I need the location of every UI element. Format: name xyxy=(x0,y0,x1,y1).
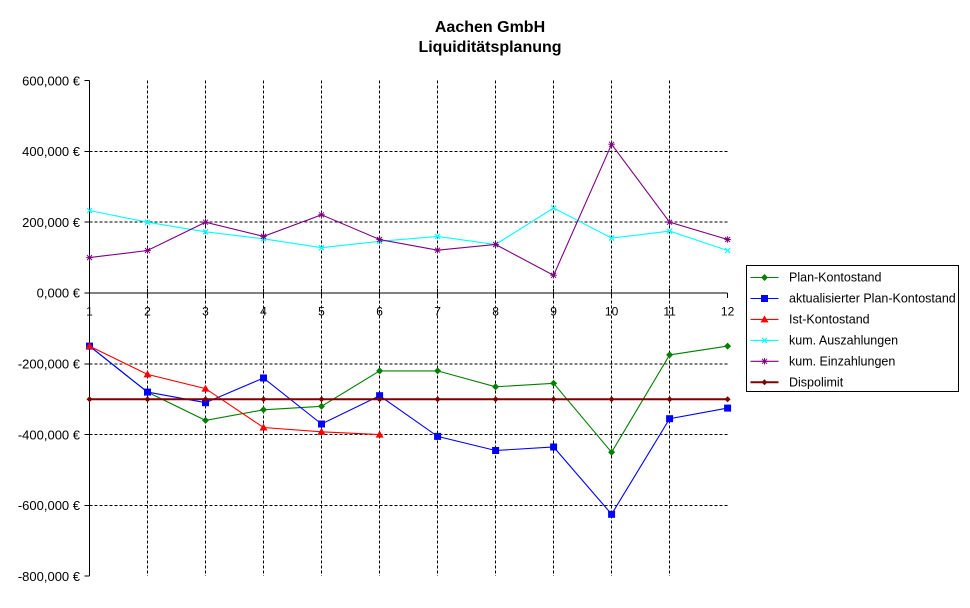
svg-text:7: 7 xyxy=(434,305,441,319)
svg-text:200,000 €: 200,000 € xyxy=(22,215,81,230)
svg-text:-600,000 €: -600,000 € xyxy=(18,498,81,513)
svg-text:9: 9 xyxy=(550,305,557,319)
svg-text:Dispolimit: Dispolimit xyxy=(789,376,844,390)
svg-text:6: 6 xyxy=(376,305,383,319)
svg-text:11: 11 xyxy=(663,305,676,319)
svg-text:-200,000 €: -200,000 € xyxy=(18,357,81,372)
svg-text:-800,000 €: -800,000 € xyxy=(18,569,81,584)
svg-text:kum. Auszahlungen: kum. Auszahlungen xyxy=(789,334,898,348)
svg-text:10: 10 xyxy=(605,305,619,319)
svg-text:Plan-Kontostand: Plan-Kontostand xyxy=(789,271,881,285)
svg-text:-400,000 €: -400,000 € xyxy=(18,427,81,442)
svg-text:Ist-Kontostand: Ist-Kontostand xyxy=(789,313,870,327)
svg-text:12: 12 xyxy=(721,305,735,319)
svg-text:400,000 €: 400,000 € xyxy=(22,144,81,159)
svg-text:2: 2 xyxy=(144,305,151,319)
svg-text:4: 4 xyxy=(260,305,267,319)
svg-text:8: 8 xyxy=(492,305,499,319)
svg-text:Liquiditätsplanung: Liquiditätsplanung xyxy=(418,39,561,56)
svg-text:kum. Einzahlungen: kum. Einzahlungen xyxy=(789,355,895,369)
svg-text:3: 3 xyxy=(202,305,209,319)
svg-text:0,000 €: 0,000 € xyxy=(37,286,81,301)
svg-text:1: 1 xyxy=(86,305,93,319)
svg-text:Aachen GmbH: Aachen GmbH xyxy=(435,19,545,36)
svg-text:600,000 €: 600,000 € xyxy=(22,73,81,88)
svg-text:5: 5 xyxy=(318,305,325,319)
svg-text:aktualisierter Plan-Kontostand: aktualisierter Plan-Kontostand xyxy=(789,292,956,306)
